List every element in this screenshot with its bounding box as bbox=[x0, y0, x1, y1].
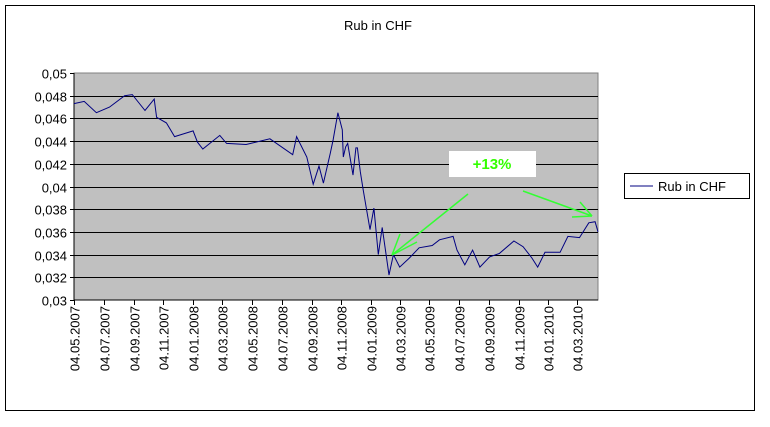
y-tick-label: 0,044 bbox=[34, 135, 67, 150]
arrow-left-head-b bbox=[391, 241, 418, 256]
y-tick-label: 0,036 bbox=[34, 226, 67, 241]
x-tick-label: 04.03.2009 bbox=[394, 306, 409, 371]
legend: Rub in CHF bbox=[624, 173, 750, 199]
legend-label: Rub in CHF bbox=[658, 179, 726, 194]
x-tick-label: 04.03.2010 bbox=[571, 306, 586, 371]
x-tick-label: 04.01.2009 bbox=[365, 306, 380, 371]
y-tick-label: 0,046 bbox=[34, 112, 67, 127]
x-tick-label: 04.01.2008 bbox=[187, 306, 202, 371]
x-tick-label: 04.05.2009 bbox=[423, 306, 438, 371]
x-tick-label: 04.07.2009 bbox=[453, 306, 468, 371]
arrow-left-shaft bbox=[391, 193, 469, 256]
x-tick-label: 04.03.2008 bbox=[216, 306, 231, 371]
x-tick-label: 04.07.2008 bbox=[276, 306, 291, 371]
x-tick-label: 04.07.2007 bbox=[98, 306, 113, 371]
arrow-right-head-b bbox=[571, 215, 593, 218]
x-tick-label: 04.09.2007 bbox=[128, 306, 143, 371]
arrow-left-head-a bbox=[391, 233, 401, 256]
x-tick-label: 04.11.2008 bbox=[335, 306, 350, 370]
annotation-arrows bbox=[391, 190, 593, 256]
annotation-13-percent: +13% bbox=[391, 151, 593, 256]
series-layer bbox=[73, 94, 599, 276]
y-tick-label: 0,03 bbox=[42, 294, 67, 309]
y-axis: 0,03 0,032 0,034 0,036 0,038 0,04 0,042 0,044 0,… bbox=[34, 67, 75, 309]
y-tick-label: 0,05 bbox=[42, 67, 67, 82]
x-tick-label: 04.01.2010 bbox=[542, 306, 557, 371]
arrow-right-head-a bbox=[579, 201, 593, 217]
y-tick-label: 0,032 bbox=[34, 271, 67, 286]
x-tick-label: 04.05.2007 bbox=[68, 306, 83, 371]
x-tick-label: 04.05.2008 bbox=[246, 306, 261, 371]
y-tick-label: 0,048 bbox=[34, 90, 67, 105]
plot-area bbox=[73, 72, 599, 301]
x-tick-label: 04.11.2009 bbox=[513, 306, 528, 370]
x-axis: 04.05.2007 04.07.2007 04.09.2007 04.11.2007… bbox=[68, 299, 598, 371]
x-tick-label: 04.09.2009 bbox=[483, 306, 498, 371]
annotation-text: +13% bbox=[473, 156, 512, 173]
arrow-right-shaft bbox=[522, 190, 593, 217]
series-line-rub-in-chf bbox=[73, 94, 599, 276]
y-tick-label: 0,038 bbox=[34, 203, 67, 218]
annotation-box bbox=[449, 151, 536, 177]
x-tick-label: 04.11.2007 bbox=[157, 306, 172, 370]
y-tick-label: 0,042 bbox=[34, 158, 67, 173]
y-tick-label: 0,034 bbox=[34, 249, 67, 264]
x-tick-label: 04.09.2008 bbox=[306, 306, 321, 371]
y-tick-label: 0,04 bbox=[42, 181, 67, 196]
chart-title: Rub in CHF bbox=[344, 18, 412, 33]
